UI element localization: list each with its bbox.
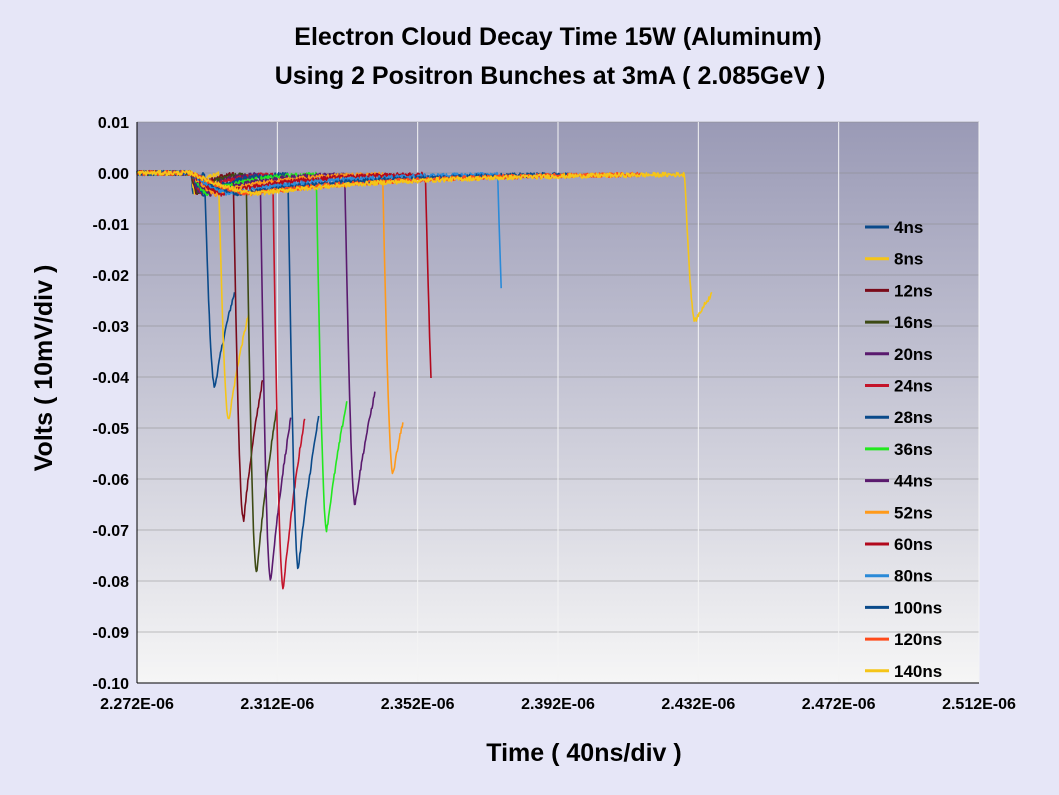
y-tick-label: -0.07 xyxy=(93,523,130,540)
y-axis-label: Volts ( 10mV/div ) xyxy=(30,265,58,472)
series-line xyxy=(136,169,713,323)
legend-label: 36ns xyxy=(894,440,933,459)
legend-label: 52ns xyxy=(894,503,933,522)
legend-label: 80ns xyxy=(894,567,933,586)
y-tick-label: -0.08 xyxy=(93,574,130,591)
y-tick-label: -0.02 xyxy=(93,268,130,285)
legend-label: 44ns xyxy=(894,472,933,491)
x-axis-label: Time ( 40ns/div ) xyxy=(486,739,681,767)
y-tick-label: -0.03 xyxy=(93,319,130,336)
y-tick-label: -0.10 xyxy=(93,676,130,693)
x-tick-label: 2.432E-06 xyxy=(661,696,735,713)
legend-label: 16ns xyxy=(894,313,933,332)
y-tick-label: -0.06 xyxy=(93,472,130,489)
series-lines xyxy=(136,169,713,590)
y-tick-label: -0.04 xyxy=(93,370,130,387)
y-axis-ticks: 0.01 0.00 -0.01 -0.02 -0.03 -0.04 -0.05 -0.06 -0… xyxy=(93,115,130,693)
legend-label: 28ns xyxy=(894,408,933,427)
x-tick-label: 2.352E-06 xyxy=(381,696,455,713)
legend-label: 4ns xyxy=(894,218,923,237)
legend-label: 8ns xyxy=(894,250,923,269)
legend-label: 100ns xyxy=(894,598,942,617)
chart-subtitle: Using 2 Positron Bunches at 3mA ( 2.085G… xyxy=(275,62,826,90)
legend-label: 20ns xyxy=(894,345,933,364)
legend-label: 120ns xyxy=(894,630,942,649)
legend: 4ns 8ns 12ns 16ns 20ns 24ns 28ns 36ns 44ns 52ns 60… xyxy=(865,218,942,681)
x-tick-label: 2.512E-06 xyxy=(942,696,1016,713)
y-tick-label: 0.00 xyxy=(98,166,129,183)
legend-label: 12ns xyxy=(894,281,933,300)
x-tick-label: 2.312E-06 xyxy=(240,696,314,713)
y-tick-label: -0.05 xyxy=(93,421,130,438)
y-tick-label: -0.09 xyxy=(93,625,130,642)
legend-label: 24ns xyxy=(894,377,933,396)
legend-label: 140ns xyxy=(894,662,942,681)
chart-title: Electron Cloud Decay Time 15W (Aluminum) xyxy=(294,23,821,51)
x-tick-label: 2.472E-06 xyxy=(802,696,876,713)
y-tick-label: 0.01 xyxy=(98,115,129,132)
x-tick-label: 2.272E-06 xyxy=(100,696,174,713)
x-tick-label: 2.392E-06 xyxy=(521,696,595,713)
y-tick-label: -0.01 xyxy=(93,217,130,234)
legend-label: 60ns xyxy=(894,535,933,554)
x-axis-ticks: 2.272E-06 2.312E-06 2.352E-06 2.392E-06 2.43… xyxy=(100,696,1016,713)
